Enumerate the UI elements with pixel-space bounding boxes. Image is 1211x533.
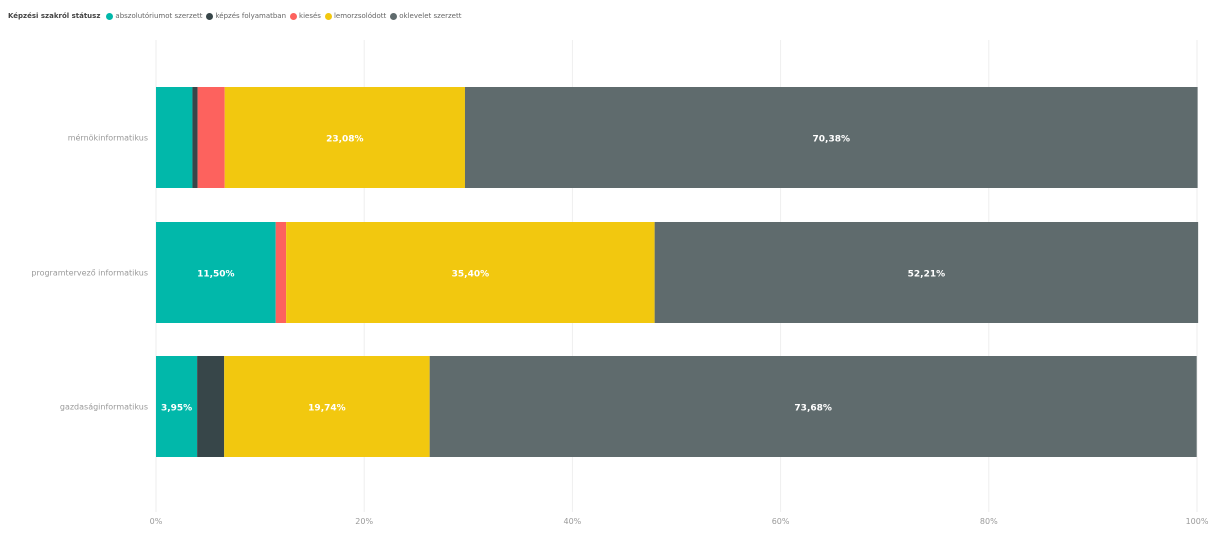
bar-segment-abszolutoriumot-szerzett[interactable]	[156, 356, 198, 457]
x-tick-label: 100%	[1186, 517, 1209, 526]
category-label: mérnökinformatikus	[68, 133, 148, 143]
bar-segment-kieses[interactable]	[275, 222, 287, 323]
category-label: programtervező informatikus	[31, 269, 148, 278]
data-label: 23,08%	[326, 135, 364, 145]
x-tick-label: 20%	[355, 517, 373, 526]
legend-label: képzés folyamatban	[215, 12, 287, 20]
x-tick-label: 80%	[980, 517, 998, 526]
legend-item-kieses[interactable]: kiesés	[290, 12, 321, 20]
legend-swatch	[290, 12, 298, 20]
legend-swatch	[390, 12, 398, 20]
legend-swatch	[324, 12, 332, 20]
chart-legend: Képzési szakról státusz abszolutóriumot …	[8, 9, 465, 23]
bar-segment-oklevelet-szerzett[interactable]	[654, 222, 1199, 323]
bar-segment-lemorzsolodott[interactable]	[286, 222, 655, 323]
legend-item-kepzes-folyamatban[interactable]: képzés folyamatban	[206, 12, 286, 20]
legend-label: abszolutóriumot szerzett	[115, 12, 203, 20]
bars-group	[156, 87, 1199, 457]
bar-segment-oklevelet-szerzett[interactable]	[429, 356, 1197, 457]
bar-segment-oklevelet-szerzett[interactable]	[464, 87, 1198, 188]
bar-segment-lemorzsolodott[interactable]	[224, 87, 465, 188]
legend-swatch	[106, 12, 114, 20]
x-axis-ticks: 0% 20% 40% 60% 80% 100%	[150, 517, 1209, 526]
legend-item-abszolutoriumot-szerzett[interactable]: abszolutóriumot szerzett	[106, 12, 202, 20]
legend-label: oklevelet szerzett	[399, 12, 462, 20]
bar-segment-kieses[interactable]	[197, 87, 225, 188]
legend-label: kiesés	[299, 12, 321, 20]
legend-item-lemorzsolodott[interactable]: lemorzsolódott	[324, 12, 387, 20]
x-tick-label: 60%	[772, 517, 790, 526]
legend-label: lemorzsolódott	[333, 12, 387, 20]
category-label: gazdaságinformatikus	[60, 403, 148, 412]
data-label: 35,40%	[452, 270, 490, 280]
bar-segment-kepzes-folyamatban[interactable]	[192, 87, 198, 188]
data-label: 70,38%	[813, 135, 851, 145]
data-label: 3,95%	[161, 404, 192, 414]
bar-segment-abszolutoriumot-szerzett[interactable]	[156, 222, 276, 323]
x-tick-label: 40%	[564, 517, 582, 526]
data-label: 11,50%	[197, 270, 235, 280]
category-labels: mérnökinformatikus programtervező informa…	[31, 133, 148, 412]
x-tick-label: 0%	[150, 517, 163, 526]
data-label: 73,68%	[794, 404, 832, 414]
data-labels: 23,08% 70,38% 11,50% 35,40% 52,21% 3,95% 19,74…	[161, 135, 945, 414]
data-label: 19,74%	[308, 404, 346, 414]
legend-swatch	[206, 12, 214, 20]
bar-segment-abszolutoriumot-szerzett[interactable]	[156, 87, 193, 188]
bar-segment-lemorzsolodott[interactable]	[224, 356, 430, 457]
data-label: 52,21%	[908, 270, 946, 280]
bar-segment-kepzes-folyamatban[interactable]	[197, 356, 225, 457]
legend-item-oklevelet-szerzett[interactable]: oklevelet szerzett	[390, 12, 461, 20]
legend-title: Képzési szakról státusz	[8, 12, 101, 20]
legend-items: abszolutóriumot szerzett képzés folyamatb…	[106, 12, 465, 20]
